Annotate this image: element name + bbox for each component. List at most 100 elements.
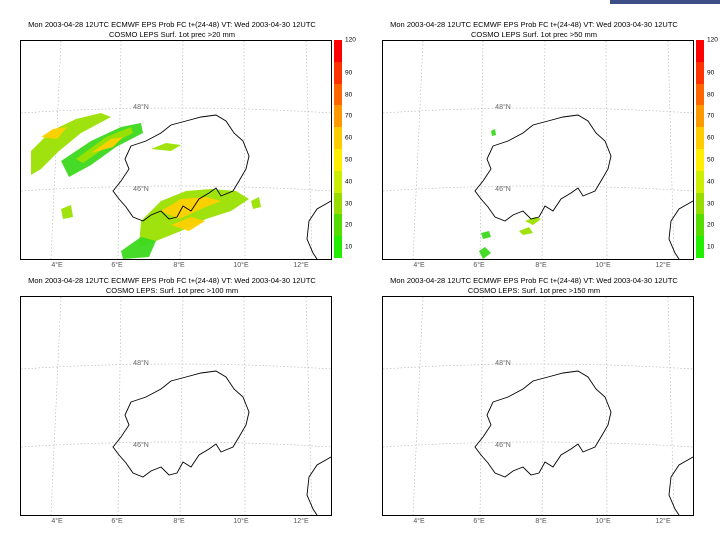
colorbar-label: 10 bbox=[707, 243, 715, 251]
lon-label: 6°E bbox=[111, 262, 123, 269]
lon-label: 4°E bbox=[51, 262, 63, 269]
colorbar-segment bbox=[696, 61, 704, 84]
precip-area-7 bbox=[121, 237, 156, 259]
map-panel-2: Mon 2003-04-28 12UTC ECMWF EPS Prob FC t… bbox=[374, 20, 720, 270]
lon-label: 10°E bbox=[233, 262, 249, 269]
colorbar-segment bbox=[696, 170, 704, 193]
adriatic-coast bbox=[306, 200, 331, 259]
lon-label: 12°E bbox=[655, 518, 671, 525]
colorbar-label: 120 bbox=[345, 36, 356, 44]
lon-label: 6°E bbox=[473, 262, 485, 269]
precip-area-11 bbox=[61, 205, 73, 219]
lat-label-46N: 46°N bbox=[133, 185, 149, 193]
precip-area-8 bbox=[171, 217, 205, 231]
colorbar-label: 20 bbox=[345, 221, 353, 229]
colorbar-segment bbox=[334, 40, 342, 62]
meridian-4 bbox=[605, 297, 608, 515]
colorbar-segment bbox=[696, 127, 704, 149]
colorbar-label: 30 bbox=[707, 200, 715, 207]
map-panel-3: Mon 2003-04-28 12UTC ECMWF EPS Prob FC t… bbox=[12, 276, 362, 526]
meridian-4 bbox=[243, 297, 246, 515]
lon-label: 6°E bbox=[473, 518, 485, 525]
lon-label: 10°E bbox=[595, 518, 611, 525]
colorbar-label: 40 bbox=[707, 178, 715, 186]
colorbar-segment bbox=[696, 83, 704, 106]
meridian-2 bbox=[117, 41, 122, 259]
lon-label: 4°E bbox=[51, 518, 63, 525]
colorbar-segment bbox=[696, 149, 704, 171]
parallel-1 bbox=[383, 107, 693, 114]
meridian-1 bbox=[412, 297, 424, 515]
lon-label: 12°E bbox=[293, 518, 309, 525]
adriatic-coast bbox=[668, 456, 693, 515]
panel-4-lon-labels: 4°E 6°E 8°E 10°E 12°E bbox=[382, 518, 692, 528]
meridian-5 bbox=[667, 41, 675, 259]
lat-label-48N: 48°N bbox=[133, 359, 149, 367]
panel-3-title-line1: Mon 2003-04-28 12UTC ECMWF EPS Prob FC t… bbox=[28, 276, 316, 285]
colorbar-label: 30 bbox=[345, 200, 353, 207]
lon-label: 6°E bbox=[111, 518, 123, 525]
panel-2-title-line2: COSMO LEPS Surf. 1ot prec >50 mm bbox=[470, 30, 598, 39]
meridian-3 bbox=[179, 41, 184, 259]
panel-3-lon-labels: 4°E 6°E 8°E 10°E 12°E bbox=[20, 518, 330, 528]
panel-4-title-line1: Mon 2003-04-28 12UTC ECMWF EPS Prob FC t… bbox=[390, 276, 678, 285]
colorbar-label: 20 bbox=[707, 221, 715, 229]
meridian-5 bbox=[667, 297, 675, 515]
meridian-2 bbox=[479, 297, 484, 515]
panel-2-title-line1: Mon 2003-04-28 12UTC ECMWF EPS Prob FC t… bbox=[390, 20, 678, 29]
lon-label: 12°E bbox=[293, 262, 309, 269]
meridian-2 bbox=[117, 297, 122, 515]
meridian-3 bbox=[541, 297, 546, 515]
panel-2-map: 48°N 46°N bbox=[382, 40, 694, 260]
precip-area-3 bbox=[479, 247, 491, 259]
lat-label-46N: 46°N bbox=[495, 185, 511, 193]
lon-label: 8°E bbox=[173, 518, 185, 525]
panel-1-lon-labels: 4°E 6°E 8°E 10°E 12°E bbox=[20, 262, 330, 272]
adriatic-coast bbox=[306, 456, 331, 515]
lon-label: 8°E bbox=[173, 262, 185, 269]
colorbar-label: 40 bbox=[345, 178, 353, 186]
lon-label: 10°E bbox=[595, 262, 611, 269]
colorbar-segment bbox=[334, 214, 342, 237]
colorbar-segment bbox=[334, 192, 342, 215]
corner-decoration bbox=[610, 0, 720, 4]
panel-3-title-line2: COSMO LEPS: Surf. 1ot prec >100 mm bbox=[105, 286, 239, 295]
parallel-2 bbox=[383, 441, 693, 448]
colorbar-label: 90 bbox=[345, 69, 353, 77]
colorbar-segment bbox=[696, 214, 704, 237]
precip-area-6 bbox=[161, 197, 221, 219]
colorbar-label: 80 bbox=[345, 91, 353, 98]
colorbar-label: 60 bbox=[345, 134, 353, 142]
colorbar-segment bbox=[334, 149, 342, 171]
swiss-border bbox=[112, 370, 250, 478]
lat-label-46N: 46°N bbox=[495, 441, 511, 449]
colorbar-segment bbox=[696, 40, 704, 62]
precip-area-4 bbox=[525, 217, 541, 225]
colorbar-segment bbox=[334, 170, 342, 193]
panel-2-lon-labels: 4°E 6°E 8°E 10°E 12°E bbox=[382, 262, 692, 272]
precip-area-1 bbox=[31, 113, 111, 175]
colorbar-label: 10 bbox=[345, 243, 353, 251]
meridian-5 bbox=[305, 41, 313, 259]
meridian-4 bbox=[243, 41, 246, 259]
colorbar-segment bbox=[334, 61, 342, 84]
panel-4-title-line2: COSMO LEPS: Surf. 1ot prec >150 mm bbox=[467, 286, 601, 295]
colorbar-label: 70 bbox=[707, 112, 715, 120]
meridian-4 bbox=[605, 41, 608, 259]
colorbar-label: 90 bbox=[707, 69, 715, 77]
panel-1-map: 48°N 46°N bbox=[20, 40, 332, 260]
lon-label: 10°E bbox=[233, 518, 249, 525]
swiss-border bbox=[474, 114, 612, 222]
precip-area-10 bbox=[151, 143, 181, 151]
colorbar-label: 60 bbox=[707, 134, 715, 142]
colorbar-segment bbox=[334, 236, 342, 258]
panel-2-colorbar: 120 90 80 70 60 50 40 30 20 10 bbox=[696, 37, 718, 258]
lon-label: 4°E bbox=[413, 518, 425, 525]
map-panel-1: Mon 2003-04-28 12UTC ECMWF EPS Prob FC t… bbox=[12, 20, 362, 270]
colorbar-segment bbox=[334, 105, 342, 128]
lat-label-48N: 48°N bbox=[495, 359, 511, 367]
panel-4-map: 48°N 46°N bbox=[382, 296, 694, 516]
colorbar-label: 50 bbox=[707, 156, 715, 164]
parallel-2 bbox=[21, 441, 331, 448]
precip-area-2 bbox=[481, 231, 491, 239]
